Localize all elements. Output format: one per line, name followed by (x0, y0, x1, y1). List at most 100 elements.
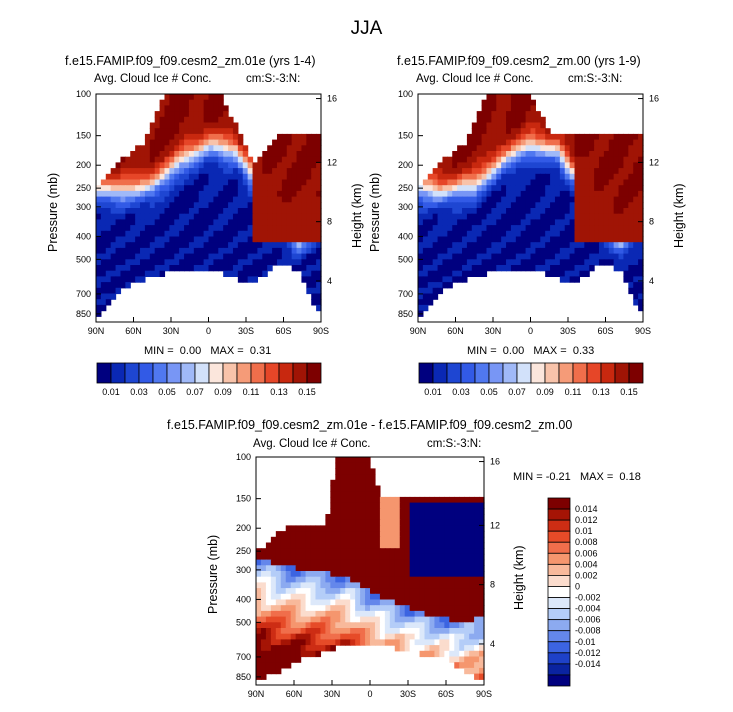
panel2-cell (550, 242, 556, 249)
panel3-cell (355, 457, 361, 464)
panel1-cell (247, 162, 254, 169)
panel3-cell (474, 502, 480, 509)
panel3-cell (360, 502, 366, 509)
panel3-cell (384, 593, 391, 601)
panel3-cell (295, 650, 302, 658)
panel2-cell (506, 213, 512, 220)
panel3-cell (454, 508, 460, 515)
panel1-cell (311, 282, 317, 289)
panel3-cell (315, 599, 322, 606)
panel2-cell (574, 145, 581, 152)
panel3-cell (315, 616, 322, 623)
panel2-cell (638, 133, 644, 141)
panel1-cell (272, 259, 278, 266)
panel2-cell (476, 190, 483, 198)
panel3-cell (429, 576, 436, 583)
panel1-cell (144, 156, 151, 163)
panel2-cell (574, 247, 581, 255)
panel3-cell (464, 548, 470, 555)
panel3-cell (464, 588, 470, 595)
panel2-cell (481, 242, 488, 249)
panel2-cell (545, 213, 551, 220)
panel1-cell (184, 111, 190, 118)
panel2-cell (598, 247, 605, 255)
panel1-cell (159, 145, 166, 152)
panel1-cell (144, 196, 151, 203)
panel2-cell (496, 196, 502, 203)
panel1-cell (105, 213, 112, 220)
panel1-cell (96, 299, 102, 306)
panel2-cell (496, 219, 502, 226)
panel2-cell (476, 253, 483, 260)
panel2-cell (515, 173, 522, 181)
panel3-cell (340, 622, 346, 629)
panel3-cell (389, 582, 396, 589)
panel1-cell (144, 242, 151, 249)
panel1-cell (232, 202, 239, 209)
panel2-cell (559, 156, 566, 163)
panel3-cell (355, 479, 361, 487)
panel1-cell (188, 225, 195, 232)
panel1-cell (267, 265, 273, 272)
panel2-cell (545, 225, 551, 232)
panel1-cell (164, 213, 170, 220)
panel3-cell (275, 645, 282, 652)
panel1-cell (218, 111, 224, 118)
panel3-cell (365, 531, 371, 538)
panel1-cell (174, 99, 180, 106)
panel3-cell (399, 502, 406, 509)
panel3-cell (335, 593, 341, 601)
panel3-cell (454, 628, 460, 635)
panel1-cell (164, 202, 170, 209)
panel1-cell (286, 151, 293, 158)
panel1-cell (100, 196, 107, 203)
panel3-cell (365, 559, 371, 566)
panel1-cell (154, 270, 161, 277)
panel2-cell (491, 156, 497, 163)
panel1-cell (267, 202, 273, 209)
panel1-max-label: MAX = (210, 345, 244, 357)
panel1-cell (223, 270, 229, 277)
colorbar-2: 0.01 0.03 0.05 0.07 0.09 0.11 0.13 0.15 (418, 362, 644, 397)
panel3-cell (414, 622, 421, 629)
panel2-cell (442, 196, 448, 203)
panel1-cell (213, 156, 219, 163)
panel1-cell (267, 190, 273, 198)
panel2-cell (638, 253, 644, 260)
panel2-xtick-label: 30N (485, 326, 502, 336)
panel3-cell (424, 610, 431, 618)
panel3-cell (265, 639, 272, 646)
panel1-cell (296, 162, 303, 169)
panel2-cell (530, 139, 536, 146)
panel1-cell (135, 270, 141, 277)
panel1-cell (237, 190, 244, 198)
panel3-cell (449, 633, 455, 640)
panel2-cell (594, 168, 600, 175)
panel2-cell (442, 270, 448, 277)
panel2-cell (447, 185, 453, 192)
panel2-cell (638, 213, 644, 220)
panel3-cell (439, 622, 445, 629)
panel1-cell (115, 236, 122, 243)
panel1-cell (140, 242, 146, 249)
panel3-cell (365, 496, 371, 504)
panel3-cell (325, 519, 331, 526)
panel3-cell (479, 565, 485, 572)
panel3-cell (350, 639, 356, 646)
panel2-cell (598, 196, 605, 203)
panel3-cell (399, 576, 406, 583)
panel2-cell (594, 145, 600, 152)
panel2-cell (481, 259, 488, 266)
panel3-cell (439, 514, 445, 521)
panel2-cell (422, 299, 429, 306)
panel2-cell (525, 168, 532, 175)
panel1-cell (232, 145, 239, 152)
panel3-cell (449, 588, 455, 595)
panel3-cell (404, 639, 411, 646)
panel2-cell (603, 259, 610, 266)
panel3-cell (399, 588, 406, 595)
panel2-cell (481, 247, 488, 255)
panel1-cell (125, 247, 131, 255)
panel1-cell (105, 259, 112, 266)
panel2-cell (554, 259, 561, 266)
